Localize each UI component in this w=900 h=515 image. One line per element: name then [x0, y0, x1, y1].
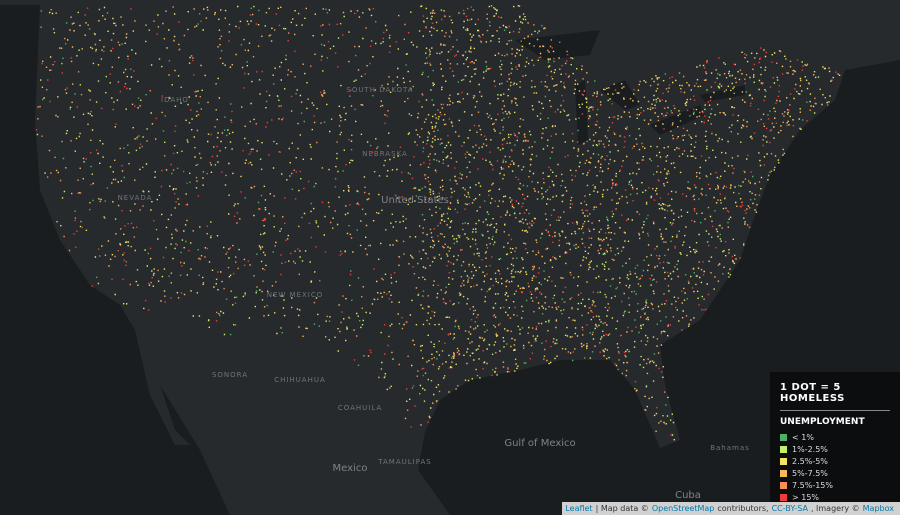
map-label: Gulf of Mexico	[504, 438, 575, 449]
legend-title: 1 DOT = 5 HOMELESS	[780, 382, 890, 411]
map-label: SOUTH DAKOTA	[346, 86, 413, 94]
attribution-text: | Map data ©	[595, 504, 649, 513]
legend-item: < 1%	[780, 431, 890, 443]
map-label: NEBRASKA	[362, 150, 408, 158]
attribution-link[interactable]: CC-BY-SA	[771, 504, 808, 513]
legend-item: 2.5%-5%	[780, 455, 890, 467]
map-label: NEVADA	[118, 194, 153, 202]
attribution-link[interactable]: Leaflet	[565, 504, 593, 513]
legend-swatch	[780, 433, 787, 441]
attribution-text: , Imagery ©	[810, 504, 860, 513]
map-label: NEW MEXICO	[267, 291, 324, 299]
map-label: COAHUILA	[338, 404, 382, 412]
attribution: Leaflet | Map data © OpenStreetMap contribu…	[562, 502, 900, 515]
legend-item: > 15%	[780, 491, 890, 503]
legend-label: 7.5%-15%	[792, 480, 833, 490]
legend-label: > 15%	[792, 492, 820, 502]
attribution-text: contributors,	[717, 504, 769, 513]
legend-label: 1%-2.5%	[792, 444, 828, 454]
attribution-link[interactable]: Mapbox	[862, 504, 894, 513]
map-label: TAMAULIPAS	[377, 458, 431, 466]
legend-label: 2.5%-5%	[792, 456, 828, 466]
map-label: Cuba	[675, 490, 701, 501]
legend-subtitle: UNEMPLOYMENT	[780, 417, 865, 427]
map-label: Mexico	[333, 463, 368, 474]
legend-swatch	[780, 457, 787, 465]
legend-swatch	[780, 493, 787, 501]
legend: 1 DOT = 5 HOMELESS UNEMPLOYMENT < 1% 1%-2…	[770, 372, 900, 503]
legend-label: 5%-7.5%	[792, 468, 828, 478]
map-label: CHIHUAHUA	[274, 376, 326, 384]
attribution-link[interactable]: OpenStreetMap	[651, 504, 715, 513]
great-lakes	[515, 30, 745, 145]
map-label: United States	[381, 195, 449, 206]
legend-item: 7.5%-15%	[780, 479, 890, 491]
legend-swatch	[780, 469, 787, 477]
legend-item: 1%-2.5%	[780, 443, 890, 455]
map-label: IDAHO	[161, 96, 189, 104]
map-label: SONORA	[212, 371, 248, 379]
legend-swatch	[780, 481, 787, 489]
legend-item: 5%-7.5%	[780, 467, 890, 479]
legend-label: < 1%	[792, 432, 814, 442]
legend-swatch	[780, 445, 787, 453]
map-label: Bahamas	[710, 444, 750, 452]
